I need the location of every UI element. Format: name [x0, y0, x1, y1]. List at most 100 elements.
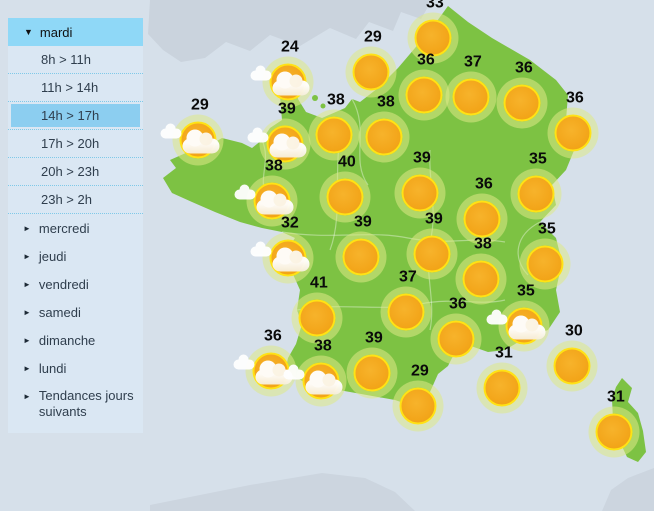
- day-list: ► mercredi ► jeudi ► vendredi ► samedi ►…: [8, 214, 143, 382]
- sidebar-item-day[interactable]: ► jeudi: [8, 242, 143, 270]
- sun-cloud-icon: 39: [247, 101, 307, 163]
- sun-icon-marker: 36: [503, 60, 541, 122]
- sun-cloud-icon: 35: [486, 283, 546, 345]
- sun-icon-marker: 40: [326, 154, 364, 216]
- small-cloud-icon: [247, 127, 269, 143]
- day-label: samedi: [38, 304, 81, 320]
- temperature-label: 30: [564, 322, 583, 340]
- temperature-label: 35: [516, 282, 535, 300]
- temperature-label: 35: [528, 150, 547, 168]
- sidebar-item-time-slot[interactable]: 14h > 17h: [8, 102, 143, 130]
- sun-icon: [399, 387, 437, 425]
- sidebar-item-time-slot[interactable]: 17h > 20h: [8, 130, 143, 158]
- sun-icon: [342, 238, 380, 276]
- small-cloud-icon: [486, 309, 508, 325]
- small-cloud-icon: [250, 65, 272, 81]
- sun-icon-marker: 33: [414, 0, 452, 57]
- temperature-label: 36: [448, 295, 467, 313]
- time-slot-label: 8h > 11h: [41, 52, 92, 67]
- sun-icon-marker: 29: [399, 363, 437, 425]
- sun-icon: [405, 76, 443, 114]
- time-slot-label: 14h > 17h: [41, 108, 100, 123]
- expand-arrow-icon: ►: [23, 335, 31, 345]
- sun-icon: [462, 260, 500, 298]
- sun-icon: [503, 84, 541, 122]
- sun-icon-marker: 36: [554, 90, 592, 152]
- sun-icon: [326, 178, 364, 216]
- sun-cloud-icon: 29: [160, 97, 220, 159]
- sun-cloud-icon: 32: [250, 215, 310, 277]
- selected-day-label: mardi: [39, 24, 73, 40]
- sun-icon: [437, 320, 475, 358]
- channel-island: [312, 95, 318, 101]
- sidebar-item-day[interactable]: ► samedi: [8, 298, 143, 326]
- sun-icon-marker: 29: [352, 29, 390, 91]
- day-label: lundi: [38, 360, 67, 376]
- sun-icon: [401, 174, 439, 212]
- sun-icon-marker: 37: [387, 269, 425, 331]
- sidebar-item-time-slot[interactable]: 20h > 23h: [8, 158, 143, 186]
- temperature-label: 29: [410, 362, 429, 380]
- sun-icon-marker: 41: [298, 275, 336, 337]
- day-label: mercredi: [38, 220, 90, 236]
- time-slot-list: 8h > 11h 11h > 14h 14h > 17h 17h > 20h 2…: [8, 46, 143, 214]
- sun-icon-marker: 31: [595, 389, 633, 451]
- sun-icon: [298, 299, 336, 337]
- sun-icon: [452, 78, 490, 116]
- sun-icon-marker: 39: [401, 150, 439, 212]
- cloud-icon: [305, 370, 343, 395]
- time-slot-label: 23h > 2h: [41, 192, 92, 207]
- sidebar-item-day[interactable]: ► dimanche: [8, 326, 143, 354]
- sun-cloud-icon: 36: [233, 328, 293, 390]
- temperature-label: 38: [313, 337, 332, 355]
- sun-icon: [414, 19, 452, 57]
- forecast-sidebar: ▼ mardi 8h > 11h 11h > 14h 14h > 17h 17h…: [8, 18, 143, 433]
- temperature-label: 36: [474, 175, 493, 193]
- time-slot-label: 17h > 20h: [41, 136, 100, 151]
- sidebar-item-time-slot[interactable]: 23h > 2h: [8, 186, 143, 214]
- sun-icon: [554, 114, 592, 152]
- temperature-label: 36: [263, 327, 282, 345]
- sun-icon: [595, 413, 633, 451]
- cloud-icon: [508, 315, 546, 340]
- expand-arrow-icon: ►: [23, 392, 31, 401]
- italy-coast-shape: [602, 468, 654, 511]
- temperature-label: 33: [425, 0, 444, 12]
- temperature-label: 39: [353, 213, 372, 231]
- temperature-label: 38: [264, 157, 283, 175]
- temperature-label: 29: [190, 96, 209, 114]
- sidebar-item-day[interactable]: ► mercredi: [8, 214, 143, 242]
- temperature-label: 36: [416, 51, 435, 69]
- sun-icon-marker: 36: [437, 296, 475, 358]
- sidebar-item-time-slot[interactable]: 8h > 11h: [8, 46, 143, 74]
- cloud-icon: [269, 133, 307, 158]
- temperature-label: 41: [309, 274, 328, 292]
- sidebar-item-tendances[interactable]: ► Tendances jours suivants: [8, 382, 143, 429]
- temperature-label: 39: [277, 100, 296, 118]
- temperature-label: 31: [606, 388, 625, 406]
- sidebar-item-day[interactable]: ► lundi: [8, 354, 143, 382]
- sun-icon: [315, 116, 353, 154]
- cloud-icon: [272, 247, 310, 272]
- sidebar-item-selected-day[interactable]: ▼ mardi: [8, 18, 143, 46]
- sidebar-item-day[interactable]: ► vendredi: [8, 270, 143, 298]
- small-cloud-icon: [250, 241, 272, 257]
- small-cloud-icon: [234, 184, 256, 200]
- temperature-label: 39: [364, 329, 383, 347]
- temperature-label: 40: [337, 153, 356, 171]
- temperature-label: 37: [463, 53, 482, 71]
- sun-icon-marker: 39: [342, 214, 380, 276]
- sun-icon-marker: 38: [315, 92, 353, 154]
- england-shape: [148, 0, 432, 62]
- sun-icon-marker: 36: [405, 52, 443, 114]
- sidebar-item-time-slot[interactable]: 11h > 14h: [8, 74, 143, 102]
- small-cloud-icon: [233, 354, 255, 370]
- temperature-label: 29: [363, 28, 382, 46]
- spain-coast-shape: [150, 473, 415, 511]
- sun-icon-marker: 37: [452, 54, 490, 116]
- sun-icon: [463, 200, 501, 238]
- sun-icon-marker: 39: [353, 330, 391, 392]
- temperature-label: 36: [514, 59, 533, 77]
